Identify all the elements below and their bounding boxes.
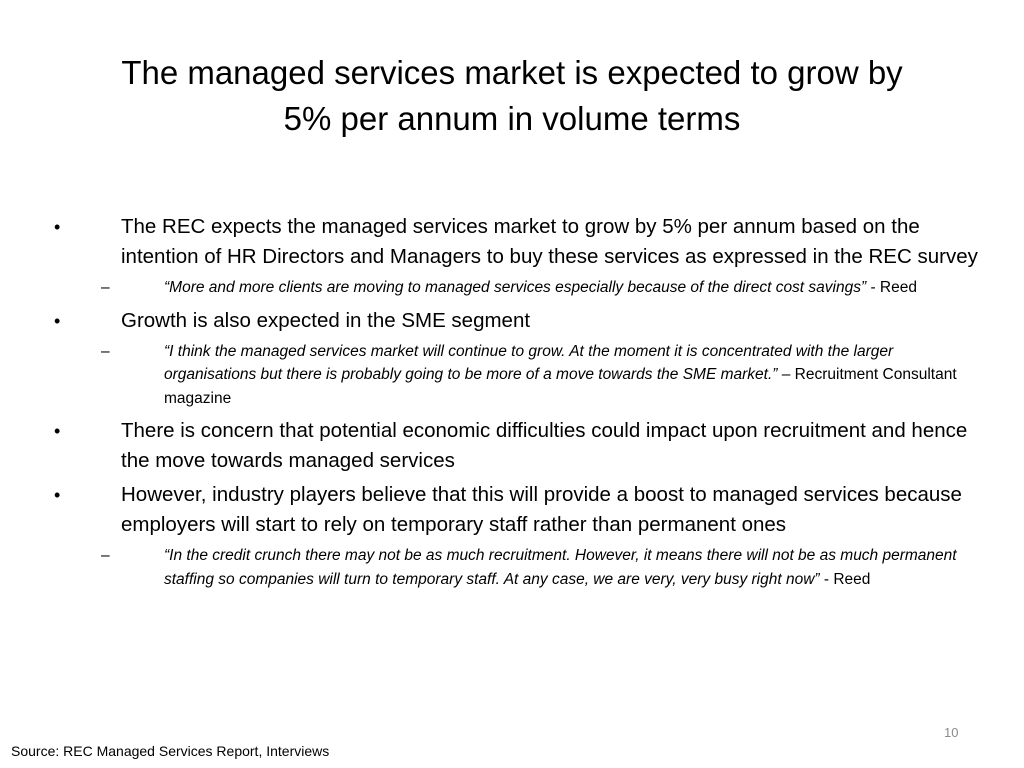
source-note: Source: REC Managed Services Report, Int… [11,743,330,759]
quote-attribution: - Reed [866,279,917,296]
bullet-list: • The REC expects the managed services m… [0,212,1024,597]
slide-title: The managed services market is expected … [60,50,964,142]
dash-icon: – [101,342,110,360]
sub-bullet-item: – “More and more clients are moving to m… [0,276,1024,300]
bullet-icon: • [54,421,61,441]
bullet-item: • There is concern that potential econom… [0,416,1024,476]
dash-icon: – [101,279,110,296]
quote-attribution: – Recruitment Consultant magazine [164,366,957,407]
bullet-text: Growth is also expected in the SME segme… [121,308,531,332]
page-number: 10 [944,725,959,740]
bullet-text: The REC expects the managed services mar… [121,215,978,268]
bullet-text: There is concern that potential economic… [121,419,968,472]
bullet-text: However, industry players believe that t… [121,483,962,536]
bullet-icon: • [54,485,61,505]
quote-text: “More and more clients are moving to man… [164,279,867,296]
title-line-1: The managed services market is expected … [121,54,903,91]
title-line-2: 5% per annum in volume terms [283,100,741,137]
quote-text: “In the credit crunch there may not be a… [164,547,957,588]
sub-bullet-item: – “I think the managed services market w… [0,340,1024,411]
quote-attribution: - Reed [819,570,871,588]
quote-text: “I think the managed services market wil… [164,342,894,384]
bullet-icon: • [54,217,61,237]
dash-icon: – [101,547,110,564]
bullet-icon: • [54,310,61,331]
bullet-item: • Growth is also expected in the SME seg… [0,306,1024,336]
sub-bullet-item: – “In the credit crunch there may not be… [0,544,1024,591]
bullet-item: • However, industry players believe that… [0,480,1024,540]
bullet-item: • The REC expects the managed services m… [0,212,1024,272]
